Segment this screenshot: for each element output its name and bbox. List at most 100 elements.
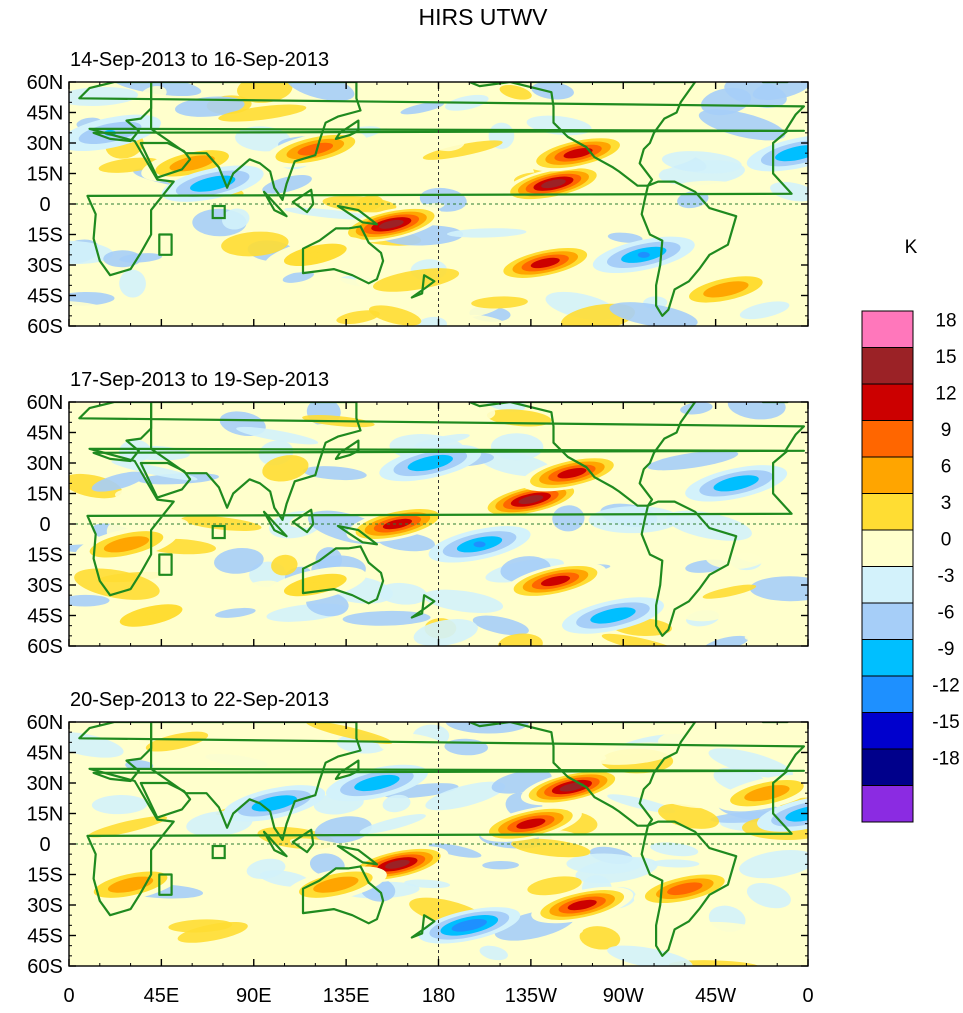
coastline	[410, 594, 436, 619]
field-patch	[479, 945, 508, 961]
field-patch	[436, 487, 471, 505]
field-patch	[464, 314, 510, 326]
coastline	[336, 524, 378, 546]
field-patch	[424, 127, 466, 152]
field-patch	[749, 214, 793, 243]
y-tick-label: 45S	[27, 606, 63, 628]
anomaly-peak	[463, 922, 476, 929]
coastline	[334, 439, 360, 460]
anomaly-peak	[549, 577, 562, 584]
field-patch	[359, 153, 441, 180]
colorbar-label: 15	[935, 347, 956, 368]
field-patch	[646, 781, 723, 809]
coastline	[640, 500, 738, 637]
field-patch	[739, 301, 790, 320]
anomaly-peak	[576, 902, 589, 908]
y-tick-label: 45S	[27, 286, 63, 308]
coastline	[761, 402, 789, 404]
x-tick-label: 90E	[236, 985, 272, 1007]
colorbar-units: K	[905, 237, 918, 258]
field-patch	[214, 607, 256, 618]
coastline	[336, 204, 378, 226]
y-tick-label: 45S	[27, 926, 63, 948]
colorbar-box	[861, 310, 914, 348]
field-patch	[413, 619, 478, 646]
colorbar-label: -3	[938, 566, 955, 587]
y-tick-label: 15S	[27, 225, 63, 247]
map-panel-2: 17-Sep-2013 to 19-Sep-2013 60N 45N 30N 15N 0 1…	[27, 369, 809, 658]
coastline	[468, 82, 697, 187]
coastline	[139, 461, 192, 499]
field-patch	[698, 109, 786, 141]
field-patch	[524, 537, 579, 560]
colorbar-box	[861, 383, 914, 421]
field-patch	[651, 859, 700, 868]
anomaly-peak	[309, 582, 322, 588]
colorbar-box	[861, 347, 914, 385]
y-tick-label: 30S	[27, 255, 63, 277]
y-tick-label: 60N	[27, 712, 64, 734]
coastline	[468, 722, 697, 827]
field-patch	[69, 240, 114, 265]
coastline	[410, 274, 436, 299]
anomaly-peak	[730, 480, 743, 487]
colorbar-box	[861, 639, 914, 677]
field-patch	[181, 515, 262, 531]
field-patch	[373, 268, 460, 292]
coastline	[86, 127, 793, 277]
field-patch	[531, 82, 574, 100]
anomaly-peak	[572, 150, 585, 157]
colorbar-box	[861, 748, 914, 786]
field-patch	[724, 82, 787, 108]
y-tick-label: 0	[39, 834, 50, 856]
panel-subtitle: 20-Sep-2013 to 22-Sep-2013	[70, 689, 329, 711]
field-patch	[377, 732, 456, 764]
anomaly-contour	[785, 805, 808, 822]
y-tick-label: 45N	[27, 423, 64, 445]
field-patch	[69, 291, 115, 306]
field-patch	[739, 850, 808, 879]
anomaly-peak	[760, 790, 773, 797]
field-patch	[607, 232, 643, 243]
field-patch	[490, 433, 544, 461]
field-patch	[607, 945, 693, 966]
field-patch	[627, 90, 662, 106]
panel-subtitle: 14-Sep-2013 to 16-Sep-2013	[70, 49, 329, 71]
panel-subtitle: 17-Sep-2013 to 19-Sep-2013	[70, 369, 329, 391]
field-patch	[262, 455, 309, 482]
y-tick-label: 15N	[27, 484, 64, 506]
field-patch	[650, 842, 699, 857]
coastline	[761, 722, 789, 724]
colorbar-label: 3	[941, 493, 952, 514]
field-patch	[134, 856, 177, 868]
field-patch	[140, 86, 167, 102]
colorbar-label: -12	[932, 676, 959, 697]
field-patch	[472, 615, 529, 636]
field-patch	[423, 589, 504, 613]
y-tick-label: 60S	[27, 636, 63, 658]
coastline	[150, 722, 362, 841]
field-patch	[425, 781, 506, 811]
field-patch	[236, 426, 319, 445]
coastline	[761, 82, 789, 84]
anomaly-peak	[791, 150, 804, 157]
colorbar-label: 9	[941, 420, 952, 441]
y-tick-label: 30S	[27, 575, 63, 597]
y-tick-label: 0	[39, 194, 50, 216]
coastline	[291, 828, 315, 854]
x-tick-label: 135W	[505, 985, 557, 1007]
coastline	[78, 402, 805, 463]
field-patch	[428, 843, 482, 858]
field-patch	[746, 882, 791, 909]
field-patch	[168, 919, 233, 933]
field-patch	[770, 181, 808, 202]
y-tick-label: 60S	[27, 956, 63, 978]
field-patch	[422, 140, 503, 160]
coastline	[158, 553, 173, 576]
anomaly-peak	[385, 221, 398, 228]
field-patch	[88, 816, 168, 838]
map-panel-1: 14-Sep-2013 to 16-Sep-2013 60N 45N 30N 15N 0 1…	[27, 49, 809, 338]
field-patch	[552, 505, 585, 532]
colorbar-label: -6	[938, 603, 955, 624]
